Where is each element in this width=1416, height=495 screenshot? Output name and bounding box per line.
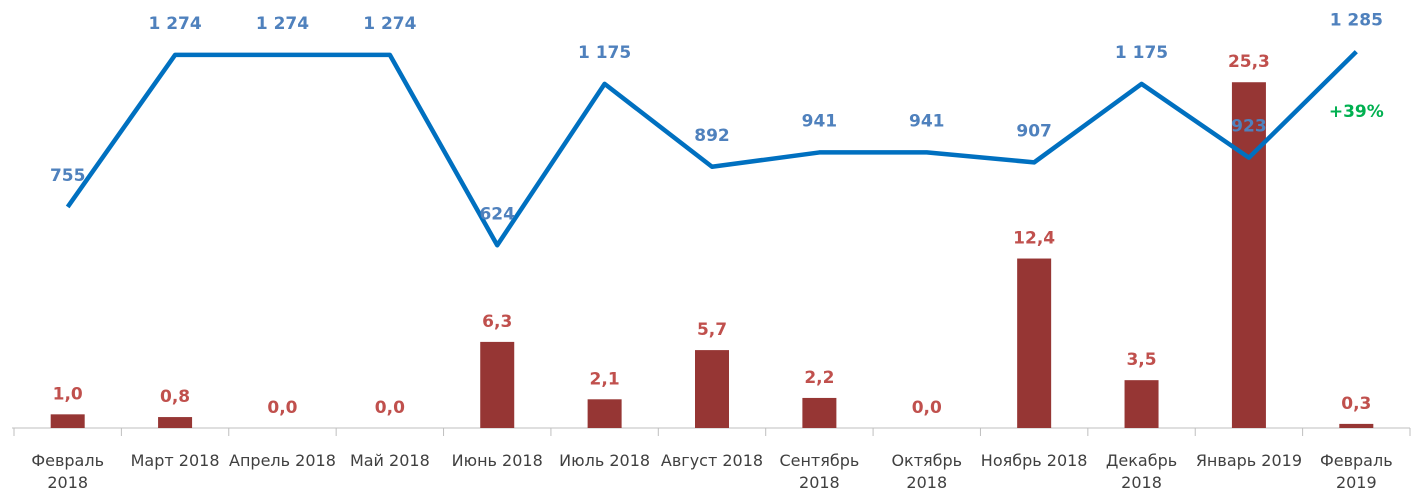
x-tick-label: Ноябрь 2018 (980, 451, 1088, 470)
x-tick-label: Май 2018 (349, 451, 430, 470)
line-label: 1 274 (148, 14, 201, 34)
bar (1231, 82, 1266, 428)
bar-label: 1,0 (53, 384, 83, 404)
line-label: 1 175 (578, 43, 631, 63)
x-tick-label: Февраль 2018 (31, 451, 105, 492)
x-tick-label: Июнь 2018 (451, 451, 543, 470)
x-tick-label: Февраль 2019 (1319, 451, 1393, 492)
line-label: 1 285 (1330, 11, 1383, 31)
bar-label: 6,3 (482, 312, 512, 332)
x-tick-label: Апрель 2018 (229, 451, 336, 470)
line-label: 892 (694, 126, 730, 146)
x-tick-label: Декабрь 2018 (1105, 451, 1178, 492)
bar (1017, 258, 1052, 428)
bar (1339, 423, 1374, 428)
bar-label: 25,3 (1228, 52, 1270, 72)
bar (50, 414, 85, 428)
bar (587, 399, 622, 428)
line-label: 755 (50, 166, 86, 186)
line-label: 1 274 (256, 14, 309, 34)
line-label: 624 (479, 204, 515, 224)
bar-label: 2,2 (804, 368, 834, 388)
bar-label: 2,1 (590, 369, 620, 389)
bar-label: 0,0 (912, 398, 942, 418)
line-label: 1 274 (363, 14, 416, 34)
bar (480, 341, 515, 428)
line (65, 50, 1358, 248)
x-tick-label: Август 2018 (660, 451, 764, 470)
bar (1124, 380, 1159, 428)
line-label: 907 (1016, 121, 1052, 141)
x-tick-label: Январь 2019 (1195, 451, 1303, 470)
bar-label: 0,0 (267, 398, 297, 418)
bar-label: 0,8 (160, 387, 190, 407)
bar-label: 5,7 (697, 320, 727, 340)
x-tick-label: Март 2018 (130, 451, 220, 470)
x-tick-label: Сентябрь 2018 (779, 451, 860, 492)
bar (158, 417, 193, 428)
bar-label: 0,0 (375, 398, 405, 418)
x-tick-label: Июль 2018 (559, 451, 651, 470)
bar (695, 350, 729, 428)
line-label: 1 175 (1115, 43, 1168, 63)
line-label: 941 (802, 111, 838, 131)
bar-label: 3,5 (1126, 350, 1156, 370)
annotation: +39% (1329, 102, 1384, 122)
x-tick-label: Октябрь 2018 (891, 451, 963, 492)
bar-label: 0,3 (1341, 394, 1371, 414)
line-label: 941 (909, 111, 945, 131)
bar (802, 397, 837, 428)
line-label: 923 (1231, 117, 1267, 137)
bar-label: 12,4 (1013, 229, 1055, 249)
